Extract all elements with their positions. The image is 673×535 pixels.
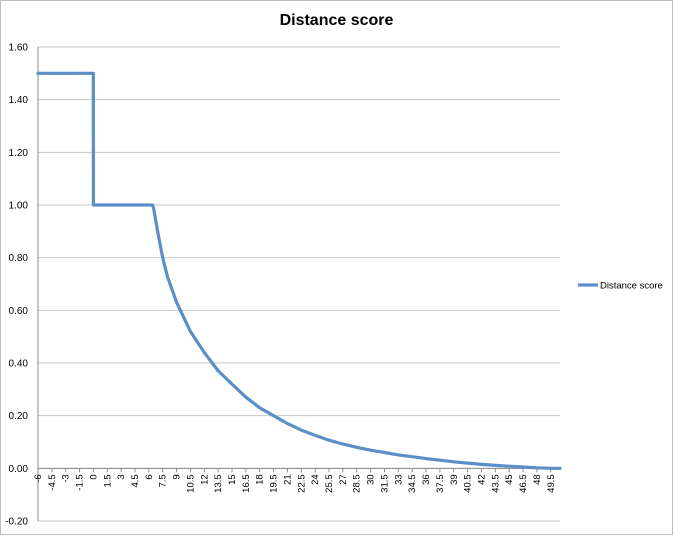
x-tick-label: 1.5 — [102, 474, 113, 487]
x-tick-label: 22.5 — [296, 474, 307, 493]
x-tick-label: 48 — [532, 474, 543, 485]
y-tick-label: 1.00 — [9, 201, 29, 212]
x-tick-label: 12 — [199, 474, 210, 485]
x-tick-label: 24 — [310, 474, 321, 485]
x-tick-label: 19.5 — [269, 474, 280, 493]
x-tick-label: 13.5 — [213, 474, 224, 493]
x-tick-label: 46.5 — [518, 474, 529, 493]
series-layer — [36, 71, 562, 470]
x-tick-label: 10.5 — [185, 474, 196, 493]
y-tick-label: 0.20 — [9, 411, 29, 422]
x-tick-label: 42 — [476, 474, 487, 485]
x-tick-label: 18 — [255, 474, 266, 485]
x-tick-labels: -6 -4.5 -3 -1.5 0 1.5 3 4.5 6 7.5 9 10.5 12 13.5 15 16.… — [33, 474, 557, 493]
y-tick-label: 1.20 — [9, 148, 29, 159]
y-tick-label: 0.40 — [9, 359, 29, 370]
axes — [37, 47, 560, 521]
x-tick-label: 37.5 — [435, 474, 446, 493]
x-tick-label: 9 — [172, 474, 183, 479]
y-tick-label: 0.80 — [9, 253, 29, 264]
x-tick-label: 30 — [366, 474, 377, 485]
x-tick-label: 3 — [116, 474, 127, 479]
y-tick-label: 0.60 — [9, 306, 29, 317]
x-tick-label: 39 — [449, 474, 460, 485]
x-tick-label: 15 — [227, 474, 238, 485]
y-tick-label: 1.40 — [9, 95, 29, 106]
y-tick-label: -0.20 — [5, 517, 28, 528]
x-tick-label: 7.5 — [158, 474, 169, 487]
x-tick-label: 49.5 — [546, 474, 557, 493]
x-tick-label: -6 — [33, 474, 44, 482]
x-tick-label: 40.5 — [463, 474, 474, 493]
x-tick-label: 28.5 — [352, 474, 363, 493]
x-tick-label: 4.5 — [130, 474, 141, 487]
x-tick-label: 16.5 — [241, 474, 252, 493]
gridlines — [38, 46, 560, 522]
x-tick-label: 45 — [504, 474, 515, 485]
legend-label: Distance score — [600, 281, 663, 292]
y-tick-label: 1.60 — [9, 43, 29, 54]
x-tick-label: 21 — [282, 474, 293, 485]
x-tick-label: 25.5 — [324, 474, 335, 493]
x-tick-label: 31.5 — [379, 474, 390, 493]
x-tick-label: 27 — [338, 474, 349, 485]
x-tick-label: 43.5 — [490, 474, 501, 493]
x-tick-label: -4.5 — [47, 474, 58, 490]
x-tick-label: 33 — [393, 474, 404, 485]
x-tick-label: 0 — [88, 474, 99, 479]
y-tick-labels: -0.20 0.00 0.20 0.40 0.60 0.80 1.00 1.20 1.40 1.6… — [5, 43, 28, 528]
x-tick-label: -3 — [61, 474, 72, 482]
chart-title: Distance score — [279, 12, 394, 29]
series-line-distance-score — [36, 71, 562, 470]
x-tick-label: 34.5 — [407, 474, 418, 493]
x-tick-label: 36 — [421, 474, 432, 485]
legend: Distance score — [578, 281, 663, 292]
y-tick-label: 0.00 — [9, 464, 29, 475]
x-tick-label: 6 — [144, 474, 155, 479]
x-tick-label: -1.5 — [75, 474, 86, 490]
